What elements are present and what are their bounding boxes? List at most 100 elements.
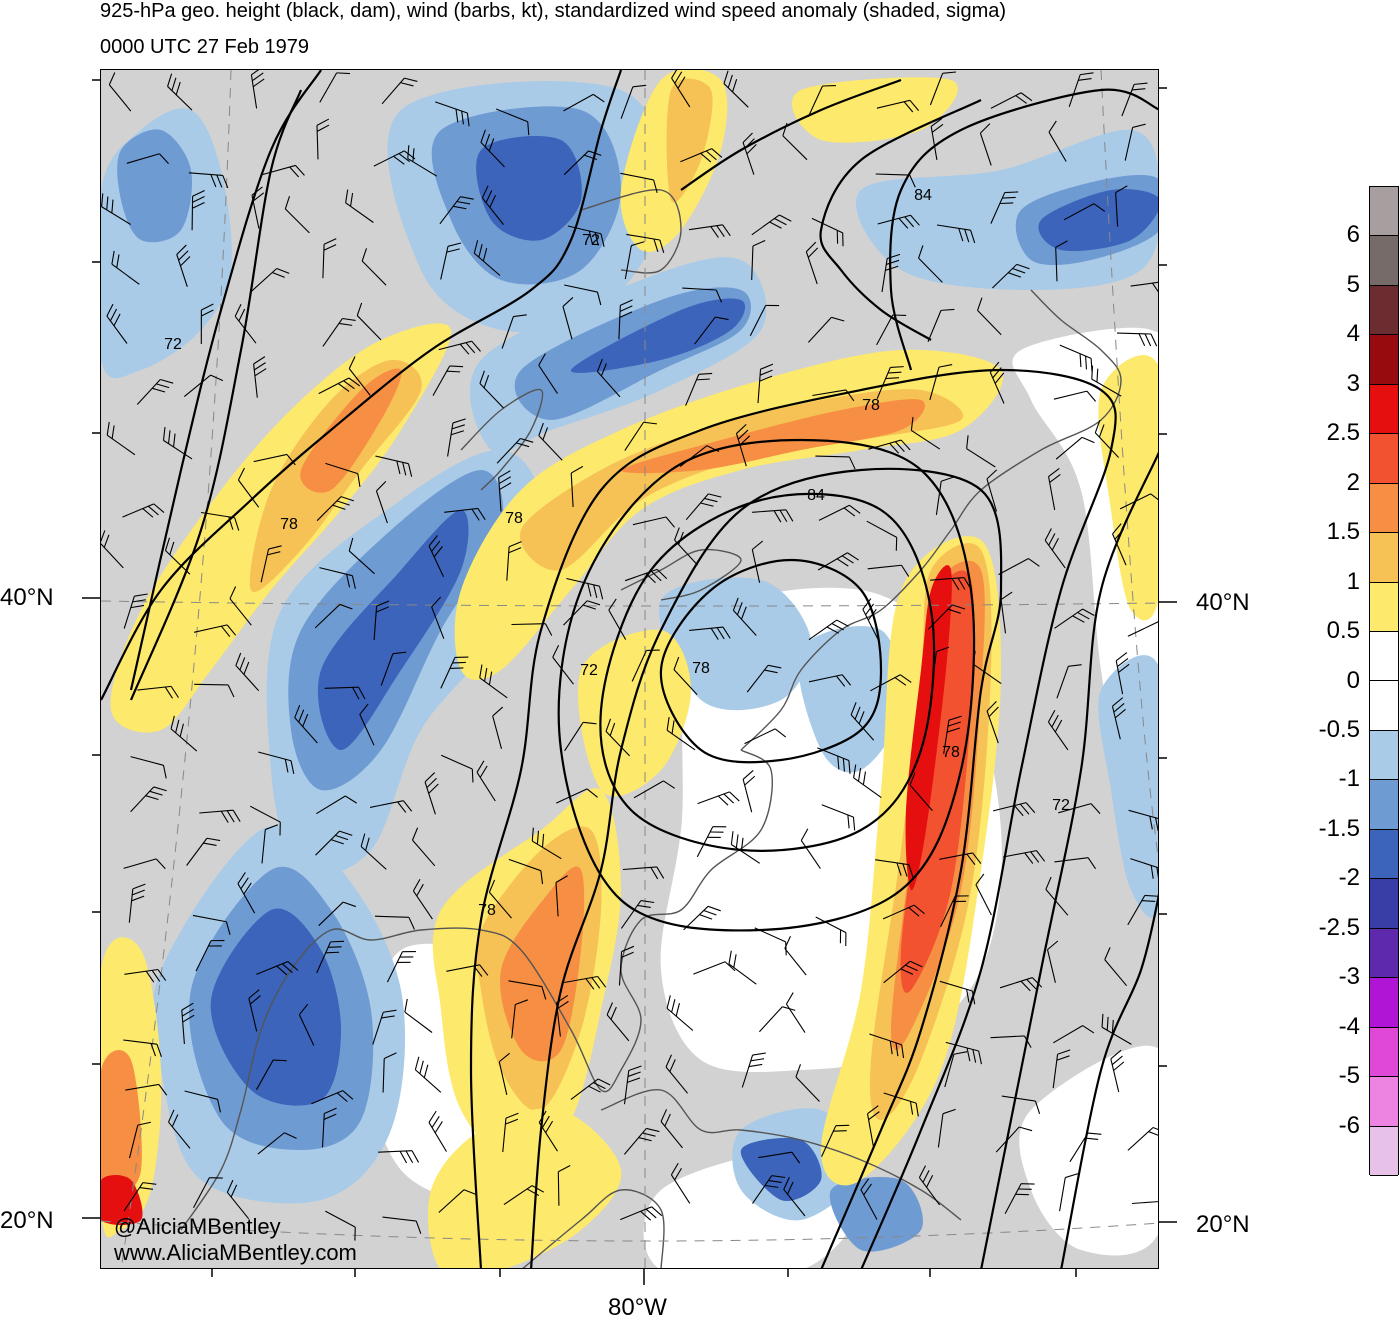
wind-barb-flag [1034, 1100, 1041, 1114]
wind-barb-flag [1118, 663, 1130, 673]
colorbar-tick-label: 0 [1346, 666, 1360, 694]
wind-barb-flag [416, 883, 424, 897]
wind-barb [444, 507, 486, 521]
wind-barb [943, 715, 962, 754]
wind-barb-staff [975, 884, 992, 916]
wind-barb-flag [505, 1118, 519, 1125]
wind-barb-flag [463, 1189, 477, 1196]
wind-barb-flag [1155, 817, 1158, 832]
wind-barb-flag [605, 718, 612, 732]
height-contour [980, 451, 1158, 1268]
wind-barb [382, 1052, 397, 1093]
wind-barb-staff [866, 520, 897, 538]
wind-barb-flag [488, 671, 493, 685]
wind-barb-flag [137, 1121, 152, 1126]
wind-barb [235, 652, 260, 692]
wind-barb-staff [817, 552, 848, 571]
wind-barb-staff [412, 839, 436, 867]
wind-barb-flag [116, 254, 120, 268]
wind-barb-flag [1054, 719, 1063, 733]
wind-barb-flag [759, 375, 773, 382]
wind-barb-flag [381, 1015, 395, 1019]
wind-barb-flag [886, 259, 900, 265]
wind-barb-flag [1024, 852, 1034, 864]
wind-barb-flag [909, 1101, 914, 1115]
wind-barb [1101, 1013, 1132, 1045]
wind-barb-staff [929, 73, 944, 106]
wind-barb-flag [1065, 1173, 1079, 1179]
wind-barb-flag [488, 879, 496, 893]
wind-barb [860, 1178, 878, 1220]
wind-barb-flag [555, 875, 568, 883]
wind-barb [723, 70, 749, 108]
wind-barb-flag [784, 936, 791, 949]
wind-barb-staff [447, 422, 454, 457]
wind-barb-staff [538, 435, 563, 461]
wind-barb-flag [324, 1107, 337, 1114]
wind-barb-staff [237, 479, 260, 508]
wind-barb-flag [1148, 1131, 1158, 1137]
wind-barb-flag [918, 1165, 927, 1178]
wind-barb-flag [473, 240, 479, 254]
wind-barb-flag [159, 153, 169, 164]
wind-barb-flag [454, 656, 469, 659]
wind-barb-flag [980, 123, 991, 134]
wind-barb-staff [1104, 959, 1128, 987]
wind-barb-flag [229, 586, 237, 599]
wind-barb [818, 504, 861, 521]
wind-barb-flag [631, 241, 645, 247]
wind-barb [284, 195, 310, 234]
wind-barb-staff [807, 316, 832, 343]
wind-barb-flag [727, 74, 733, 88]
wind-barb [479, 370, 504, 409]
wind-barb [930, 576, 972, 591]
wind-barb-flag [674, 527, 680, 541]
wind-barb [1048, 120, 1067, 162]
wind-barb [783, 1177, 806, 1217]
wind-barb-flag [904, 216, 915, 228]
wind-barb-flag [289, 166, 300, 178]
wind-barb [170, 715, 198, 752]
wind-barb-flag [232, 809, 241, 822]
height-contour [129, 70, 322, 691]
wind-barb-flag [583, 721, 597, 725]
wind-barb-staff [298, 1014, 315, 1046]
wind-barb [128, 883, 146, 923]
wind-barb-flag [779, 509, 788, 523]
wind-barb-staff [508, 980, 542, 988]
wind-barb-flag [234, 303, 242, 317]
wind-barb-flag [173, 433, 176, 447]
wind-barb-staff [380, 653, 394, 686]
coastlines [180, 188, 1122, 1268]
wind-barb-staff [492, 715, 503, 749]
wind-barb-staff [945, 1041, 979, 1052]
wind-barb-flag [111, 425, 115, 439]
wind-barb-flag [1045, 876, 1052, 890]
wind-barb-staff [673, 669, 698, 695]
wind-barb-flag [302, 713, 309, 727]
wind-barb-staff [249, 805, 281, 823]
wind-barb-staff [1068, 74, 1081, 107]
wind-barb-flag [868, 1111, 880, 1121]
wind-barb-flag [316, 118, 330, 126]
wind-barb-flag [831, 623, 844, 631]
wind-barb-staff [555, 788, 588, 804]
wind-barb-flag [1081, 436, 1095, 444]
wind-barb-staff [251, 268, 278, 292]
wind-barb-staff [123, 858, 157, 869]
wind-barb-flag [392, 651, 407, 655]
wind-barb-staff [1053, 390, 1088, 400]
wind-barb-flag [946, 727, 961, 733]
colorbar-tick-label: -0.5 [1318, 715, 1360, 743]
wind-barb [685, 493, 722, 521]
wind-barb-flag [237, 467, 245, 481]
wind-barb-flag [1150, 333, 1158, 347]
contour-label: 78 [862, 397, 880, 414]
wind-barb-staff [812, 389, 847, 397]
wind-barb-flag [330, 839, 344, 845]
wind-barb-flag [938, 364, 953, 368]
wind-barb-flag [849, 504, 861, 514]
wind-barb-flag [847, 814, 850, 829]
wind-barb-flag [222, 175, 229, 189]
wind-barb-flag [348, 356, 356, 369]
